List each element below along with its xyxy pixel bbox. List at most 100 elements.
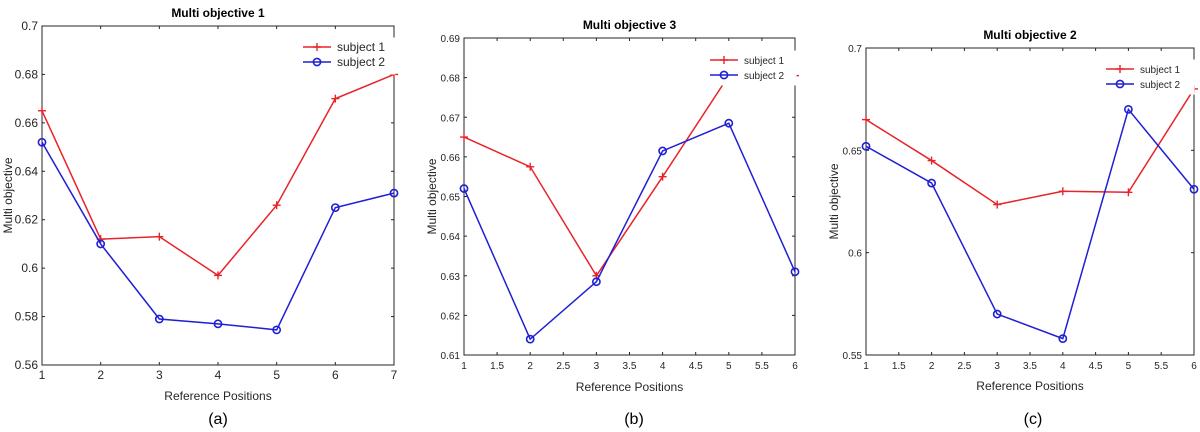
chart-title: Multi objective 1 bbox=[171, 6, 265, 20]
x-tick-label: 2 bbox=[97, 368, 104, 382]
panel-caption: (b) bbox=[624, 411, 644, 428]
series-line bbox=[463, 122, 796, 341]
y-tick-label: 0.65 bbox=[441, 193, 461, 204]
x-tick-label: 4 bbox=[660, 361, 666, 372]
y-tick-label: 0.68 bbox=[441, 74, 461, 85]
y-tick-label: 0.6 bbox=[21, 261, 38, 275]
series-line bbox=[865, 107, 1195, 340]
legend-marker-circle bbox=[1115, 79, 1125, 89]
x-tick-label: 1 bbox=[39, 368, 46, 382]
legend-label: subject 2 bbox=[337, 55, 385, 69]
x-tick-label: 5.5 bbox=[755, 361, 769, 372]
series-line bbox=[865, 88, 1195, 206]
data-point-circle bbox=[459, 184, 469, 193]
legend-box bbox=[298, 37, 396, 75]
x-axis-label: Reference Positions bbox=[976, 379, 1083, 393]
x-tick-label: 1 bbox=[863, 361, 869, 372]
data-point-plus bbox=[658, 172, 667, 181]
chart-panel-1: 1 2 3 4 5 6 7 0.56 0.58 0.6 0.62 0.64 0.66 0.68 0.7 Mul… bbox=[1, 6, 399, 428]
data-point-plus bbox=[993, 200, 1002, 209]
data-point-plus bbox=[155, 232, 164, 241]
y-tick-label: 0.56 bbox=[15, 358, 39, 372]
y-tick-label: 0.58 bbox=[15, 310, 39, 324]
x-tick-label: 3 bbox=[594, 361, 600, 372]
series-2 bbox=[861, 105, 1199, 344]
data-point-plus bbox=[272, 201, 281, 210]
x-tick-label: 4 bbox=[1060, 361, 1066, 372]
y-axis-label: Multi objective bbox=[827, 163, 841, 239]
x-tick-label: 5 bbox=[273, 368, 280, 382]
data-point-circle bbox=[389, 188, 399, 198]
data-point-circle bbox=[790, 267, 800, 277]
x-tick-label: 7 bbox=[391, 368, 398, 382]
y-tick-label: 0.68 bbox=[15, 67, 39, 81]
data-point-circle bbox=[330, 203, 340, 213]
y-tick-label: 0.7 bbox=[848, 44, 862, 55]
x-tick-label: 5 bbox=[1126, 361, 1132, 372]
x-tick-label: 4.5 bbox=[1089, 361, 1103, 372]
data-point-circle bbox=[37, 137, 47, 147]
x-tick-label: 3 bbox=[156, 368, 163, 382]
legend: subject 1 subject 2 bbox=[705, 50, 797, 86]
y-tick-label: 0.7 bbox=[21, 19, 38, 33]
legend-label: subject 1 bbox=[744, 56, 784, 67]
data-point-plus bbox=[38, 106, 46, 115]
y-tick-label: 0.66 bbox=[441, 153, 461, 164]
x-tick-label: 3.5 bbox=[623, 361, 637, 372]
data-point-circle bbox=[96, 239, 106, 249]
x-tick-label: 2.5 bbox=[556, 361, 570, 372]
legend-label: subject 1 bbox=[337, 40, 385, 54]
y-tick-label: 0.63 bbox=[441, 272, 461, 283]
x-tick-label: 1.5 bbox=[490, 361, 504, 372]
data-point-circle bbox=[1189, 184, 1199, 194]
panel-caption: (c) bbox=[1024, 411, 1043, 428]
panel-caption: (a) bbox=[208, 411, 228, 428]
x-tick-label: 5 bbox=[726, 361, 732, 372]
data-point-circle bbox=[1058, 334, 1068, 344]
x-tick-label: 6 bbox=[792, 361, 798, 372]
y-tick-label: 0.69 bbox=[441, 34, 461, 45]
data-point-circle bbox=[213, 319, 223, 329]
x-tick-label: 2 bbox=[527, 361, 533, 372]
y-axis-label: Multi objective bbox=[1, 157, 15, 233]
x-tick-label: 2 bbox=[929, 361, 935, 372]
y-tick-label: 0.65 bbox=[843, 146, 863, 157]
series-2 bbox=[37, 137, 399, 335]
data-point-plus bbox=[927, 156, 936, 165]
legend-label: subject 2 bbox=[744, 71, 784, 82]
legend-label: subject 2 bbox=[1140, 80, 1180, 91]
x-tick-label: 1 bbox=[461, 361, 467, 372]
data-point-circle bbox=[272, 325, 282, 335]
series-1 bbox=[38, 70, 398, 280]
legend-marker-plus bbox=[720, 56, 728, 64]
x-tick-label: 5.5 bbox=[1154, 361, 1168, 372]
x-tick-label: 3 bbox=[994, 361, 1000, 372]
data-point-circle bbox=[861, 141, 871, 151]
data-point-circle bbox=[927, 178, 936, 188]
x-tick-label: 3.5 bbox=[1023, 361, 1037, 372]
y-axis-label: Multi objective bbox=[425, 158, 439, 234]
data-point-circle bbox=[525, 334, 535, 344]
series-line bbox=[41, 141, 395, 331]
x-axis-label: Reference Positions bbox=[576, 380, 683, 394]
y-tick-label: 0.6 bbox=[848, 249, 862, 260]
data-point-circle bbox=[658, 146, 667, 156]
data-point-plus bbox=[331, 94, 340, 103]
legend-box bbox=[705, 50, 797, 86]
y-tick-label: 0.64 bbox=[15, 164, 39, 178]
data-point-plus bbox=[526, 162, 535, 171]
x-tick-label: 6 bbox=[1191, 361, 1197, 372]
legend-marker-circle bbox=[719, 70, 729, 80]
series-2 bbox=[459, 118, 800, 344]
data-point-circle bbox=[724, 118, 734, 128]
legend-box bbox=[1101, 59, 1195, 95]
chart-panel-2: 1 1.5 2 2.5 3 3.5 4 4.5 5 5.5 6 0.61 0.62 0.63 0.64 0.6… bbox=[425, 18, 800, 428]
y-tick-label: 0.61 bbox=[441, 351, 461, 362]
data-point-circle bbox=[154, 314, 164, 324]
x-tick-label: 2.5 bbox=[957, 361, 971, 372]
x-tick-label: 4 bbox=[215, 368, 222, 382]
data-point-plus bbox=[1124, 188, 1133, 197]
